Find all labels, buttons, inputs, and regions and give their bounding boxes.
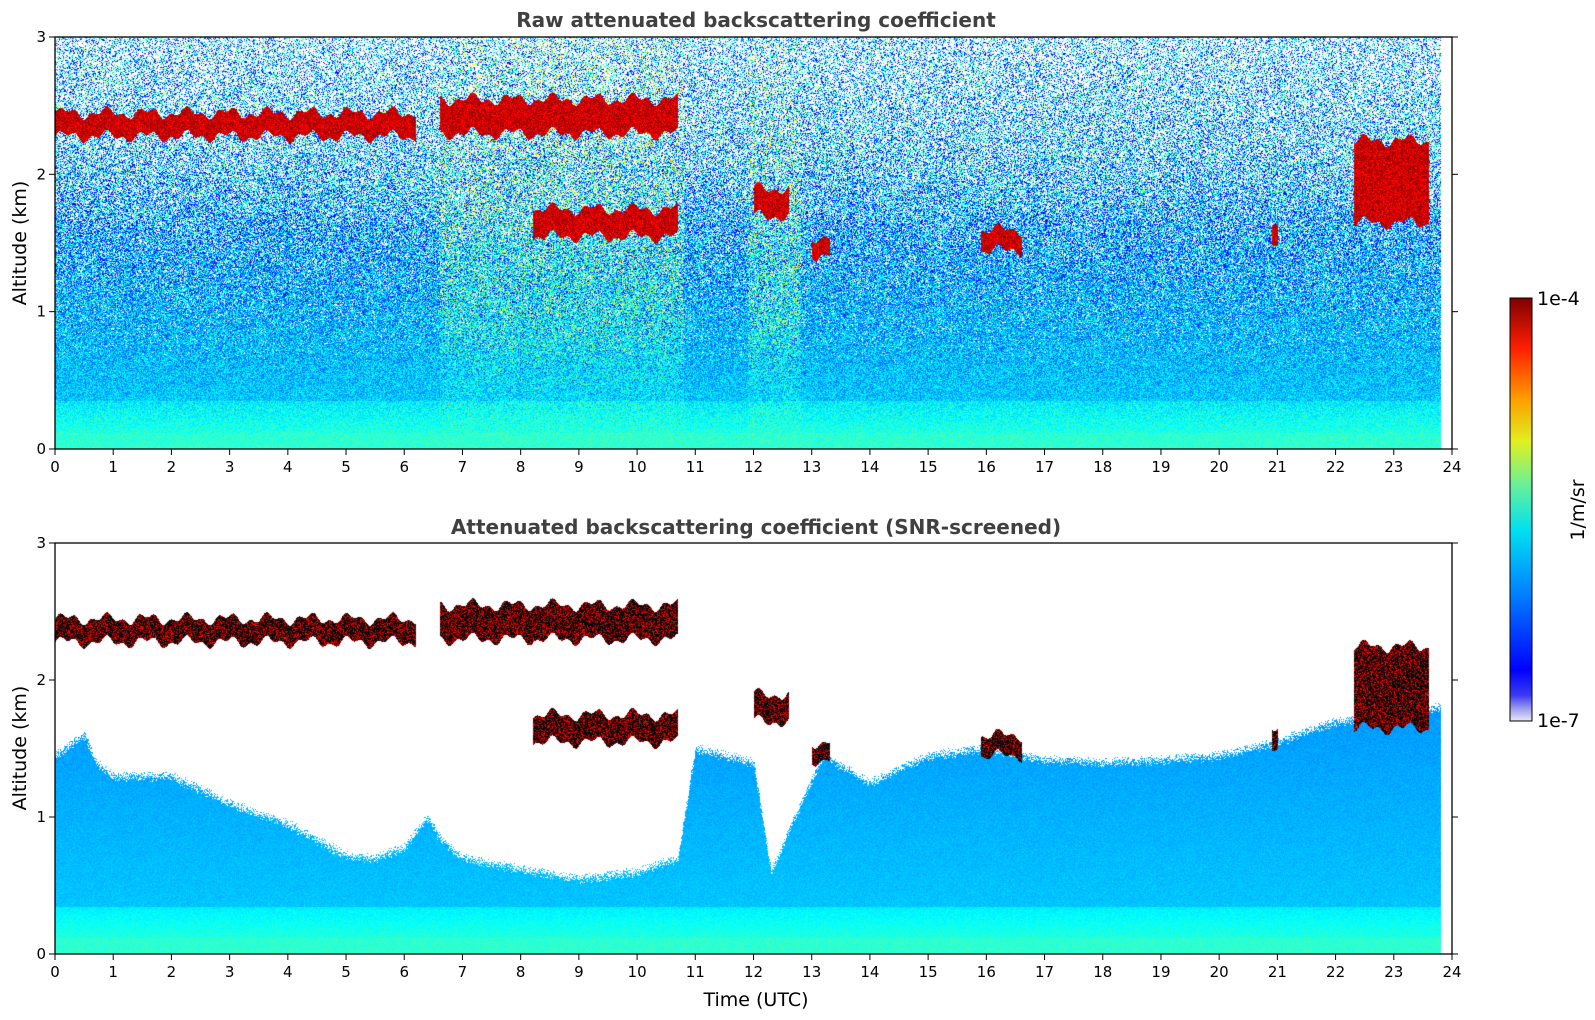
x-tick-label: 7 [458, 963, 468, 981]
x-tick-label: 0 [50, 458, 60, 476]
x-tick-label: 13 [802, 458, 821, 476]
x-tick-label: 23 [1384, 963, 1403, 981]
panel-raw-heatmap [55, 37, 1452, 449]
x-tick-label: 22 [1326, 458, 1345, 476]
x-tick-label: 21 [1268, 458, 1287, 476]
x-tick-label: 8 [516, 458, 526, 476]
panel-screened-title: Attenuated backscattering coefficient (S… [451, 515, 1061, 539]
x-tick-label: 1 [108, 963, 118, 981]
panel-raw-axes: 0 1 2 3 4 5 6 7 8 9 10 11 12 13 14 15 16 17 18 19 20 21 22 23 24… [36, 28, 1461, 476]
x-tick-label: 18 [1093, 963, 1112, 981]
y-tick-label: 0 [36, 440, 46, 458]
x-tick-label: 16 [977, 458, 996, 476]
panel-raw-ylabel: Altitude (km) [9, 181, 31, 306]
x-tick-label: 21 [1268, 963, 1287, 981]
x-tick-label: 24 [1442, 458, 1461, 476]
x-tick-label: 15 [919, 963, 938, 981]
panel-screened-ylabel: Altitude (km) [9, 686, 31, 811]
y-tick-label: 3 [36, 534, 46, 552]
y-tick-label: 2 [36, 165, 46, 183]
x-tick-label: 20 [1210, 963, 1229, 981]
x-tick-label: 8 [516, 963, 526, 981]
x-tick-label: 17 [1035, 963, 1054, 981]
x-tick-label: 3 [225, 963, 235, 981]
x-tick-label: 11 [686, 458, 705, 476]
colorbar-max-label: 1e-4 [1537, 288, 1580, 310]
x-tick-label: 24 [1442, 963, 1461, 981]
x-tick-label: 19 [1151, 963, 1170, 981]
colorbar-min-label: 1e-7 [1537, 710, 1580, 732]
x-tick-label: 13 [802, 963, 821, 981]
x-tick-label: 2 [167, 963, 177, 981]
x-tick-label: 10 [628, 963, 647, 981]
x-tick-label: 6 [399, 458, 409, 476]
x-tick-label: 15 [919, 458, 938, 476]
colorbar: 1e-4 1e-7 1/m/sr [1509, 288, 1589, 732]
y-tick-label: 1 [36, 808, 46, 826]
x-tick-label: 12 [744, 458, 763, 476]
x-tick-label: 23 [1384, 458, 1403, 476]
x-tick-label: 1 [108, 458, 118, 476]
y-tick-label: 0 [36, 945, 46, 963]
x-tick-label: 3 [225, 458, 235, 476]
x-tick-label: 9 [574, 963, 584, 981]
x-tick-label: 7 [458, 458, 468, 476]
x-tick-label: 2 [167, 458, 177, 476]
x-tick-label: 10 [628, 458, 647, 476]
panel-screened-axes: 0 1 2 3 4 5 6 7 8 9 10 11 12 13 14 15 16 17 18 19 20 21 22 23 24… [36, 534, 1461, 981]
colorbar-gradient [1509, 297, 1533, 722]
panel-raw-title: Raw attenuated backscattering coefficien… [516, 8, 996, 32]
colorbar-label: 1/m/sr [1567, 479, 1589, 540]
x-tick-label: 6 [399, 963, 409, 981]
x-tick-label: 4 [283, 458, 293, 476]
x-tick-label: 14 [860, 458, 879, 476]
x-tick-label: 16 [977, 963, 996, 981]
x-tick-label: 9 [574, 458, 584, 476]
x-tick-label: 22 [1326, 963, 1345, 981]
panel-screened-heatmap [55, 543, 1452, 954]
x-tick-label: 5 [341, 963, 351, 981]
x-tick-label: 19 [1151, 458, 1170, 476]
panel-screened: Attenuated backscattering coefficient (S… [9, 515, 1462, 1011]
x-tick-label: 0 [50, 963, 60, 981]
y-tick-label: 2 [36, 671, 46, 689]
x-tick-label: 17 [1035, 458, 1054, 476]
panel-raw: Raw attenuated backscattering coefficien… [9, 8, 1462, 476]
panel-screened-xlabel: Time (UTC) [702, 989, 808, 1011]
x-tick-label: 18 [1093, 458, 1112, 476]
x-tick-label: 11 [686, 963, 705, 981]
y-tick-label: 3 [36, 28, 46, 46]
x-tick-label: 20 [1210, 458, 1229, 476]
x-tick-label: 12 [744, 963, 763, 981]
x-tick-label: 5 [341, 458, 351, 476]
x-tick-label: 4 [283, 963, 293, 981]
x-tick-label: 14 [860, 963, 879, 981]
y-tick-label: 1 [36, 303, 46, 321]
